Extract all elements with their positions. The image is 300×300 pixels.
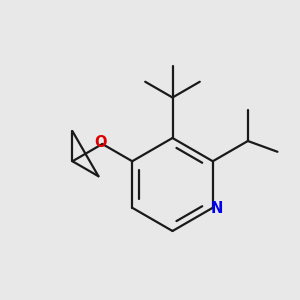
Text: N: N [210,201,223,216]
Text: O: O [94,135,107,150]
